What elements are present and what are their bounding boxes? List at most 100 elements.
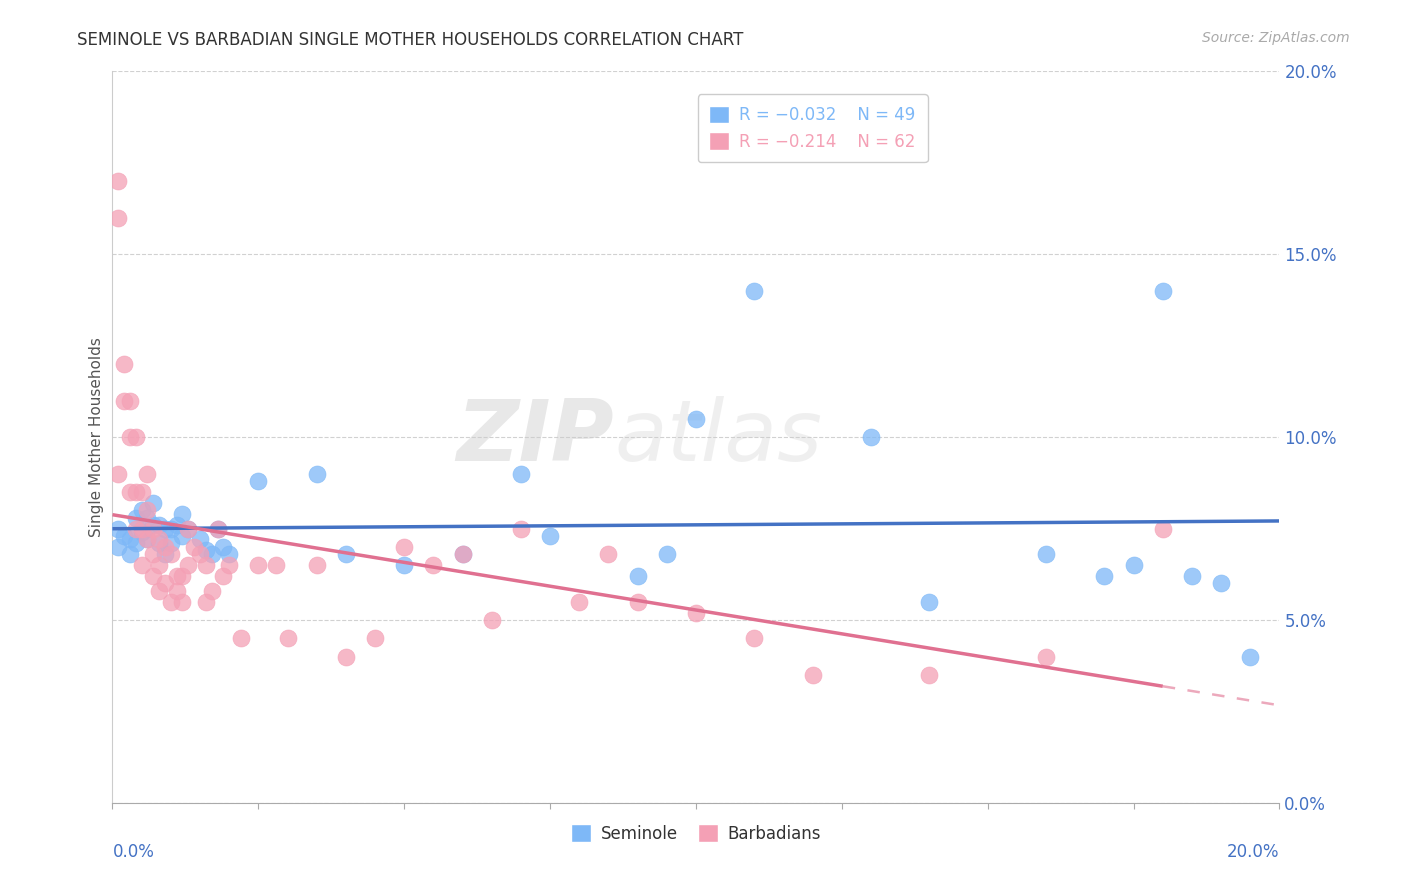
- Point: [194, 594, 217, 608]
- Point: [860, 430, 883, 444]
- Point: [568, 594, 591, 608]
- Point: [142, 517, 165, 532]
- Point: [112, 357, 135, 371]
- Point: [136, 510, 159, 524]
- Point: [160, 536, 183, 550]
- Point: [107, 174, 129, 188]
- Point: [627, 594, 650, 608]
- Point: [118, 547, 141, 561]
- Point: [305, 558, 328, 573]
- Text: ZIP: ZIP: [457, 395, 614, 479]
- Point: [655, 547, 678, 561]
- Point: [177, 521, 200, 535]
- Point: [172, 569, 194, 583]
- Point: [335, 649, 357, 664]
- Point: [125, 536, 148, 550]
- Point: [125, 510, 148, 524]
- Point: [153, 540, 176, 554]
- Point: [685, 606, 707, 620]
- Point: [118, 393, 141, 408]
- Point: [685, 412, 707, 426]
- Point: [112, 529, 135, 543]
- Point: [118, 430, 141, 444]
- Point: [264, 558, 287, 573]
- Point: [201, 547, 224, 561]
- Point: [142, 496, 165, 510]
- Text: Source: ZipAtlas.com: Source: ZipAtlas.com: [1202, 31, 1350, 45]
- Point: [107, 211, 129, 225]
- Point: [276, 632, 298, 646]
- Text: atlas: atlas: [614, 395, 823, 479]
- Point: [1122, 558, 1144, 573]
- Point: [207, 521, 229, 535]
- Point: [131, 525, 153, 540]
- Point: [194, 558, 217, 573]
- Point: [136, 467, 159, 481]
- Point: [1152, 521, 1174, 535]
- Point: [188, 533, 211, 547]
- Point: [212, 540, 235, 554]
- Point: [153, 576, 176, 591]
- Point: [148, 533, 170, 547]
- Point: [142, 547, 165, 561]
- Point: [218, 558, 240, 573]
- Point: [305, 467, 328, 481]
- Point: [172, 594, 194, 608]
- Point: [229, 632, 252, 646]
- Point: [742, 284, 765, 298]
- Point: [194, 543, 217, 558]
- Point: [131, 485, 153, 500]
- Point: [125, 485, 148, 500]
- Point: [247, 558, 270, 573]
- Legend: Seminole, Barbadians: Seminole, Barbadians: [564, 818, 828, 849]
- Point: [1209, 576, 1232, 591]
- Point: [136, 503, 159, 517]
- Text: 0.0%: 0.0%: [112, 843, 155, 861]
- Point: [160, 521, 183, 535]
- Point: [160, 547, 183, 561]
- Point: [1035, 649, 1057, 664]
- Point: [177, 558, 200, 573]
- Point: [153, 521, 176, 535]
- Point: [481, 613, 503, 627]
- Point: [112, 393, 135, 408]
- Point: [422, 558, 444, 573]
- Point: [509, 521, 531, 535]
- Point: [136, 533, 159, 547]
- Point: [177, 521, 200, 535]
- Point: [131, 558, 153, 573]
- Point: [148, 558, 170, 573]
- Point: [125, 521, 148, 535]
- Point: [183, 540, 205, 554]
- Point: [598, 547, 620, 561]
- Point: [166, 583, 188, 598]
- Point: [201, 583, 224, 598]
- Point: [394, 558, 416, 573]
- Point: [172, 507, 194, 521]
- Point: [118, 533, 141, 547]
- Point: [172, 529, 194, 543]
- Point: [627, 569, 650, 583]
- Point: [1152, 284, 1174, 298]
- Point: [166, 517, 188, 532]
- Point: [148, 536, 170, 550]
- Point: [451, 547, 474, 561]
- Point: [136, 533, 159, 547]
- Y-axis label: Single Mother Households: Single Mother Households: [89, 337, 104, 537]
- Point: [1094, 569, 1116, 583]
- Point: [742, 632, 765, 646]
- Point: [153, 547, 176, 561]
- Point: [188, 547, 211, 561]
- Text: 20.0%: 20.0%: [1227, 843, 1279, 861]
- Point: [166, 569, 188, 583]
- Point: [148, 517, 170, 532]
- Point: [131, 503, 153, 517]
- Point: [212, 569, 235, 583]
- Point: [451, 547, 474, 561]
- Point: [509, 467, 531, 481]
- Point: [218, 547, 240, 561]
- Point: [1181, 569, 1204, 583]
- Point: [1035, 547, 1057, 561]
- Point: [207, 521, 229, 535]
- Text: SEMINOLE VS BARBADIAN SINGLE MOTHER HOUSEHOLDS CORRELATION CHART: SEMINOLE VS BARBADIAN SINGLE MOTHER HOUS…: [77, 31, 744, 49]
